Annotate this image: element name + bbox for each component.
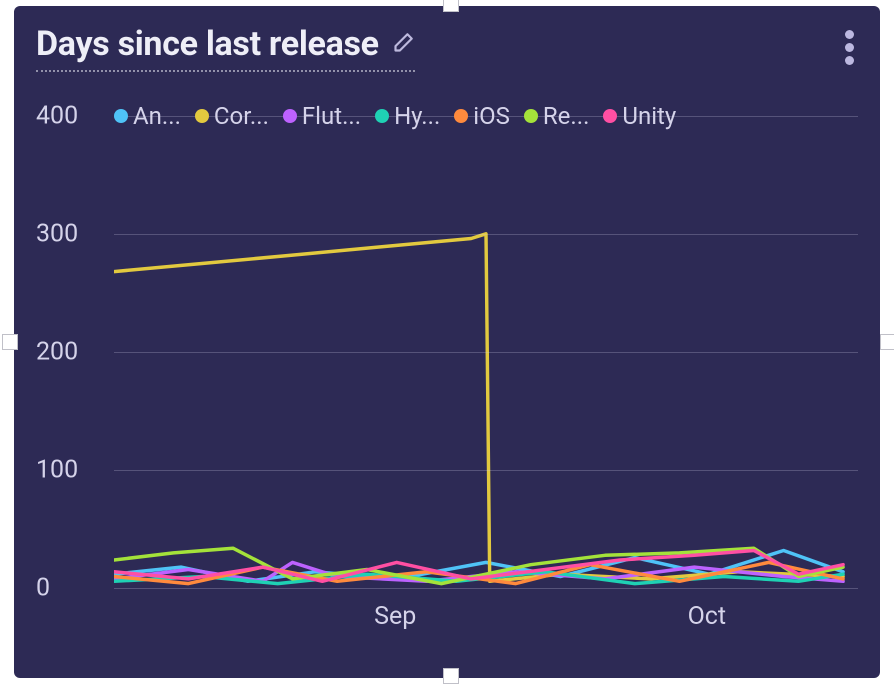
legend-label: Unity (622, 102, 676, 130)
legend-item-ios[interactable]: iOS (454, 102, 510, 130)
selection-handle[interactable] (2, 334, 18, 350)
card-menu-icon[interactable] (841, 24, 858, 71)
edit-title-icon[interactable] (389, 31, 415, 57)
x-tick-label: Oct (688, 602, 726, 631)
legend-item-react[interactable]: Re... (524, 102, 590, 130)
series-cordova[interactable] (114, 234, 843, 582)
legend-swatch (195, 109, 209, 123)
legend-label: iOS (473, 102, 510, 130)
selection-handle[interactable] (443, 668, 459, 684)
legend-label: Flut... (302, 102, 361, 130)
chart-area: 0 100 200 300 400 An... Cor... Flut... Hy... iOS… (36, 80, 858, 668)
legend-swatch (114, 109, 128, 123)
legend-label: An... (133, 102, 181, 130)
x-axis-labels: Sep Oct (114, 602, 858, 638)
legend-swatch (375, 109, 389, 123)
y-tick-label: 400 (36, 101, 78, 130)
x-tick-label: Sep (374, 602, 416, 631)
legend-item-flutter[interactable]: Flut... (283, 102, 361, 130)
legend-item-hybrid[interactable]: Hy... (375, 102, 440, 130)
y-tick-label: 100 (36, 456, 78, 485)
legend-item-android[interactable]: An... (114, 102, 181, 130)
legend: An... Cor... Flut... Hy... iOS Re... Unity (114, 102, 854, 130)
y-axis-labels: 0 100 200 300 400 (36, 80, 100, 668)
editor-canvas: Days since last release 0 100 200 300 400 An… (0, 0, 894, 688)
legend-label: Hy... (394, 102, 440, 130)
selection-handle[interactable] (880, 334, 894, 350)
legend-item-unity[interactable]: Unity (603, 102, 676, 130)
legend-swatch (524, 109, 538, 123)
chart-card: Days since last release 0 100 200 300 400 An… (14, 6, 880, 678)
y-tick-label: 300 (36, 219, 78, 248)
plot-region (114, 80, 858, 668)
grid-line (114, 352, 858, 353)
legend-swatch (283, 109, 297, 123)
line-series-svg (114, 80, 858, 668)
grid-line (114, 470, 858, 471)
y-tick-label: 0 (36, 574, 50, 603)
card-header: Days since last release (36, 24, 858, 72)
grid-line (114, 588, 858, 589)
card-title: Days since last release (36, 24, 379, 64)
title-container[interactable]: Days since last release (36, 24, 415, 72)
legend-swatch (603, 109, 617, 123)
legend-item-cordova[interactable]: Cor... (195, 102, 269, 130)
grid-line (114, 234, 858, 235)
legend-label: Re... (543, 102, 590, 130)
legend-swatch (454, 109, 468, 123)
y-tick-label: 200 (36, 338, 78, 367)
legend-label: Cor... (214, 102, 269, 130)
selection-handle[interactable] (443, 0, 459, 12)
